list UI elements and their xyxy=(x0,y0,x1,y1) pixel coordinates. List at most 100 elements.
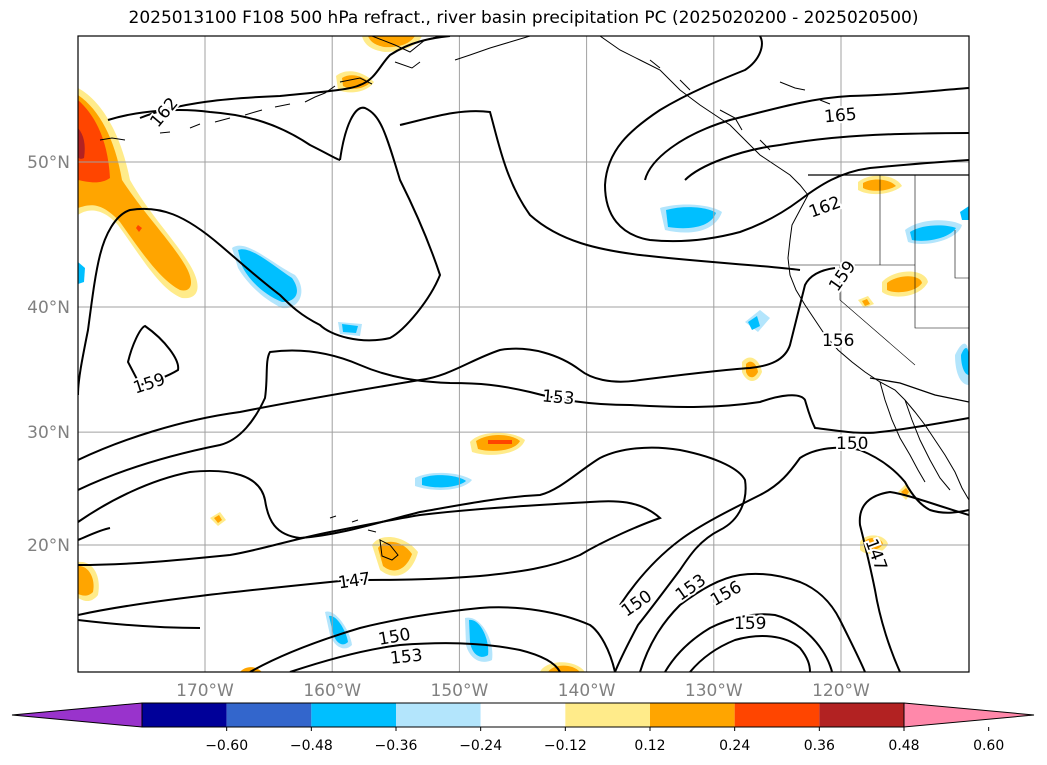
colorbar: −0.60 −0.48 −0.36 −0.24 −0.12 0.12 0.24 0.36 0.4… xyxy=(11,702,1035,754)
contour-label: 156 xyxy=(822,331,854,351)
negative-anomaly-region xyxy=(961,348,969,375)
negative-anomaly-region xyxy=(469,619,489,657)
negative-anomaly-region xyxy=(422,475,466,488)
colorbar-tick-label: −0.12 xyxy=(544,738,587,754)
contour-line xyxy=(249,606,616,672)
colorbar-extend-low xyxy=(11,702,143,728)
colorbar-tick-label: 0.60 xyxy=(973,738,1004,754)
contour-line xyxy=(78,267,836,461)
longitude-tick-label: 140°W xyxy=(558,681,616,701)
longitude-labels: 170°W 160°W 150°W 140°W 130°W 120°W xyxy=(176,681,870,701)
positive-anomaly-region xyxy=(488,440,512,444)
latitude-tick-label: 30°N xyxy=(27,423,70,443)
colorbar-segment xyxy=(311,703,396,727)
contour-line xyxy=(639,572,866,672)
negative-anomaly-region xyxy=(666,207,716,229)
positive-anomaly-region xyxy=(78,95,192,291)
colorbar-segment xyxy=(142,703,227,727)
contour-line xyxy=(78,500,662,616)
contour-line xyxy=(107,109,341,161)
contour-line xyxy=(858,490,969,672)
latitude-tick-label: 20°N xyxy=(27,536,70,556)
negative-anomaly-region xyxy=(329,615,348,645)
contour-label: 165 xyxy=(823,105,857,128)
colorbar-segment xyxy=(226,703,312,727)
colorbar-tick-label: 0.36 xyxy=(804,738,835,754)
latitude-labels: 50°N 40°N 30°N 20°N xyxy=(27,153,70,556)
contour-line xyxy=(644,87,969,181)
colorbar-tick-label: −0.24 xyxy=(459,738,502,754)
contour-label: 162 xyxy=(146,94,182,132)
colorbar-segment xyxy=(480,703,566,727)
colorbar-segment xyxy=(650,703,735,727)
colorbar-segment xyxy=(565,703,650,727)
coastline xyxy=(879,381,951,491)
contour-label: 150 xyxy=(618,586,656,621)
contour-label: 159 xyxy=(825,257,860,295)
positive-anomaly-region xyxy=(214,515,222,523)
coastline xyxy=(329,515,399,561)
positive-anomaly-region xyxy=(746,361,758,378)
positive-anomaly-region xyxy=(863,179,896,191)
contour-line xyxy=(78,349,969,491)
colorbar-tick-label: −0.48 xyxy=(290,738,333,754)
colorbar-tick-label: 0.24 xyxy=(719,738,750,754)
positive-anomaly-region xyxy=(342,75,370,89)
contour-line xyxy=(603,36,969,243)
contour-line xyxy=(399,110,801,271)
longitude-tick-label: 120°W xyxy=(812,681,870,701)
coastline xyxy=(99,77,373,141)
positive-anomaly-region xyxy=(864,538,883,550)
positive-anomaly-region xyxy=(136,225,142,232)
map-title: 2025013100 F108 500 hPa refract., river … xyxy=(128,8,919,28)
contour-label: 153 xyxy=(672,570,710,605)
longitude-tick-label: 150°W xyxy=(431,681,489,701)
contour-line xyxy=(78,106,442,396)
precip-anomaly-shading xyxy=(78,36,969,672)
coastline xyxy=(599,36,809,196)
negative-anomaly-region xyxy=(238,249,297,302)
contour-line xyxy=(126,324,180,387)
negative-anomaly-region xyxy=(960,206,969,220)
longitude-tick-label: 160°W xyxy=(303,681,361,701)
colorbar-tick-label: −0.36 xyxy=(375,738,418,754)
contour-label: 153 xyxy=(389,646,423,669)
positive-anomaly-region xyxy=(378,541,412,571)
longitude-tick-label: 130°W xyxy=(685,681,743,701)
negative-anomaly-region xyxy=(748,316,760,330)
colorbar-tick-label: 0.48 xyxy=(888,738,919,754)
contour-line xyxy=(684,132,969,181)
contour-lines xyxy=(78,36,969,672)
contour-label: 150 xyxy=(836,434,868,454)
contour-line xyxy=(78,446,747,672)
positive-anomaly-region xyxy=(862,299,870,306)
positive-anomaly-region xyxy=(78,128,85,159)
latitude-tick-label: 50°N xyxy=(27,153,70,173)
contour-label: 162 xyxy=(806,193,843,223)
coastline xyxy=(779,81,831,105)
country-border xyxy=(869,377,969,403)
colorbar-outline xyxy=(141,702,905,728)
positive-anomaly-region xyxy=(901,488,909,496)
colorbar-extend-high xyxy=(903,702,1035,728)
coastline xyxy=(394,36,531,69)
coastline xyxy=(787,194,969,501)
negative-anomaly-region xyxy=(78,262,85,284)
graticule xyxy=(78,36,969,672)
colorbar-tick-label: 0.12 xyxy=(634,738,665,754)
contour-line xyxy=(619,446,969,606)
colorbar-segment xyxy=(396,703,481,727)
latitude-tick-label: 40°N xyxy=(27,298,70,318)
colorbar-segment xyxy=(819,703,904,727)
map-frame xyxy=(77,35,970,673)
contour-line xyxy=(78,527,201,629)
colorbar-tick-label: −0.60 xyxy=(205,738,248,754)
contour-line xyxy=(139,36,451,119)
colorbar-segment xyxy=(734,703,820,727)
longitude-tick-label: 170°W xyxy=(176,681,234,701)
negative-anomaly-region xyxy=(910,225,956,241)
positive-anomaly-region xyxy=(887,276,922,293)
contour-label: 159 xyxy=(734,614,766,634)
state-border xyxy=(790,175,969,366)
